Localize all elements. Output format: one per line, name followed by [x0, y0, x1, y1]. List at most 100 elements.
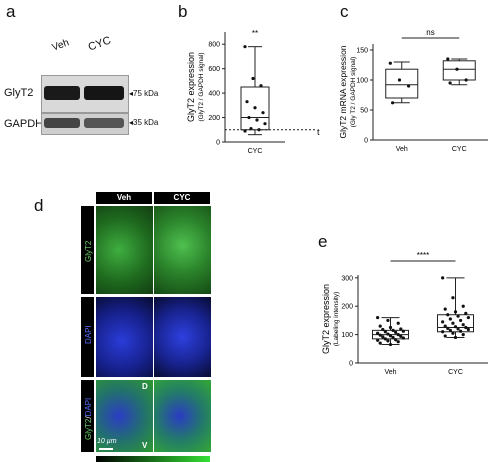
blot-col-veh: Veh: [50, 37, 71, 54]
panel-letter-d: d: [34, 196, 44, 215]
chart-b-ylabel: GlyT2 expression: [186, 52, 196, 122]
chart-e-point: [453, 325, 458, 329]
chart-e-point: [448, 328, 452, 332]
blot-band-veh-glyt2: [44, 86, 80, 100]
chart-c-ylabel-sub: (Gly T2 / GAPDH signal): [350, 57, 357, 128]
micro-row-strip-1: [81, 206, 94, 294]
chart-e-point: [443, 334, 447, 338]
micro-row-strip-2: [81, 297, 94, 377]
blot-row-glyt2: GlyT2: [4, 87, 34, 99]
chart-e-point: [383, 337, 387, 341]
chart-c-point: [446, 57, 450, 61]
chart-e-point: [394, 338, 398, 342]
chart-e-point: [378, 333, 382, 337]
micro-header-veh: Veh: [96, 192, 152, 204]
micro-glyt2-cyc: [154, 206, 211, 294]
chart-e-point: [466, 327, 470, 332]
orientation-ventral: V: [142, 441, 148, 450]
panel-letter-a: a: [6, 2, 16, 21]
chart-c-box: [442, 60, 476, 81]
micro-header-cyc: CYC: [154, 192, 210, 204]
chart-e-point: [396, 340, 400, 344]
chart-e-point: [443, 324, 447, 328]
chart-c-category-label: Veh: [396, 146, 408, 153]
chart-e-ytick-label: 0: [349, 361, 353, 368]
chart-b-ytick-label: 400: [208, 91, 220, 98]
chart-b-ylabel-sub: (GlyT2 / GAPDH signal): [198, 53, 205, 122]
intensity-gradient-bar: [96, 456, 210, 462]
chart-c-ytick-label: 50: [360, 108, 368, 115]
micro-row-label-glyt2: GlyT2: [84, 240, 93, 262]
chart-e-point: [401, 329, 405, 333]
chart-e-ylabel-sub: (Labeling intensity): [333, 292, 340, 347]
chart-e-point: [388, 342, 393, 347]
chart-e-point: [451, 296, 455, 300]
chart-c-significance: ns: [426, 28, 434, 37]
blot-band-cyc-gapdh: [84, 118, 124, 128]
micro-row-label-dapi: DAPI: [84, 325, 93, 344]
blot-mw-75: ◂75 kDa: [129, 89, 159, 98]
chart-e-ytick-label: 100: [341, 332, 353, 339]
micro-merge-veh: [96, 380, 153, 452]
chart-e-ylabel: GlyT2 expression: [321, 284, 331, 354]
chart-e-point: [441, 320, 445, 324]
chart-c-ytick-label: 0: [364, 138, 368, 145]
chart-e-category-label: Veh: [384, 369, 396, 376]
chart-c-point: [464, 78, 468, 82]
chart-e-point: [441, 276, 445, 280]
micro-dapi-cyc: [154, 297, 211, 377]
panel-letter-c: c: [340, 2, 349, 21]
blot-band-veh-gapdh: [44, 118, 80, 128]
chart-e-point: [386, 339, 390, 343]
chart-b-ytick-label: 0: [216, 140, 220, 147]
chart-b-point: [263, 122, 267, 126]
chart-e-point: [441, 330, 445, 334]
chart-e-point: [391, 335, 395, 340]
chart-e-point: [451, 321, 455, 325]
chart-b-point: [253, 106, 257, 110]
chart-e-point: [396, 333, 400, 337]
chart-e-point: [388, 334, 393, 338]
micro-merge-cyc: [154, 380, 211, 452]
chart-e-point: [386, 318, 390, 323]
chart-c-point: [397, 78, 402, 82]
chart-b-ytick-label: 800: [208, 42, 220, 49]
chart-e-ytick-label: 300: [341, 275, 353, 282]
chart-e-point: [459, 318, 463, 323]
chart-b-ytick-label: 200: [208, 115, 220, 122]
micro-glyt2-veh: [96, 206, 153, 294]
chart-e-point: [376, 315, 380, 320]
chart-e-point: [443, 307, 447, 311]
chart-e-point: [456, 314, 460, 318]
chart-c-point: [388, 61, 392, 65]
chart-e-point: [399, 334, 403, 338]
chart-b-point: [255, 118, 259, 122]
chart-b-point: [261, 111, 265, 115]
chart-e-point: [383, 330, 387, 334]
chart-e-point: [396, 321, 400, 325]
chart-b-ytick-label: 600: [208, 66, 220, 73]
chart-c-ylabel: GlyT2 mRNA expression: [338, 45, 348, 138]
chart-b-significance: **: [252, 29, 258, 38]
chart-c-box: [385, 68, 419, 99]
micro-dapi-veh: [96, 297, 153, 377]
panel-letter-b: b: [178, 2, 188, 21]
chart-e-point: [466, 315, 470, 320]
blot-row-gapdh: GAPDH: [4, 118, 44, 130]
chart-e-point: [453, 335, 458, 340]
chart-e-point: [388, 325, 393, 330]
chart-b-point: [243, 45, 247, 49]
chart-e-point: [381, 327, 385, 332]
chart-c-ytick-label: 100: [356, 78, 368, 85]
chart-e-point: [386, 332, 390, 336]
chart-e-point: [376, 331, 380, 335]
micro-row-label-merge: GlyT2/DAPI: [84, 397, 93, 440]
chart-c-point: [407, 84, 411, 88]
panel-letter-e: e: [318, 232, 328, 251]
chart-e-point: [399, 327, 403, 331]
chart-e-point: [391, 328, 395, 332]
chart-b-category-label: CYC: [248, 148, 263, 155]
chart-e-point: [464, 311, 468, 315]
chart-e-point: [464, 325, 468, 330]
chart-e-point: [451, 331, 455, 335]
